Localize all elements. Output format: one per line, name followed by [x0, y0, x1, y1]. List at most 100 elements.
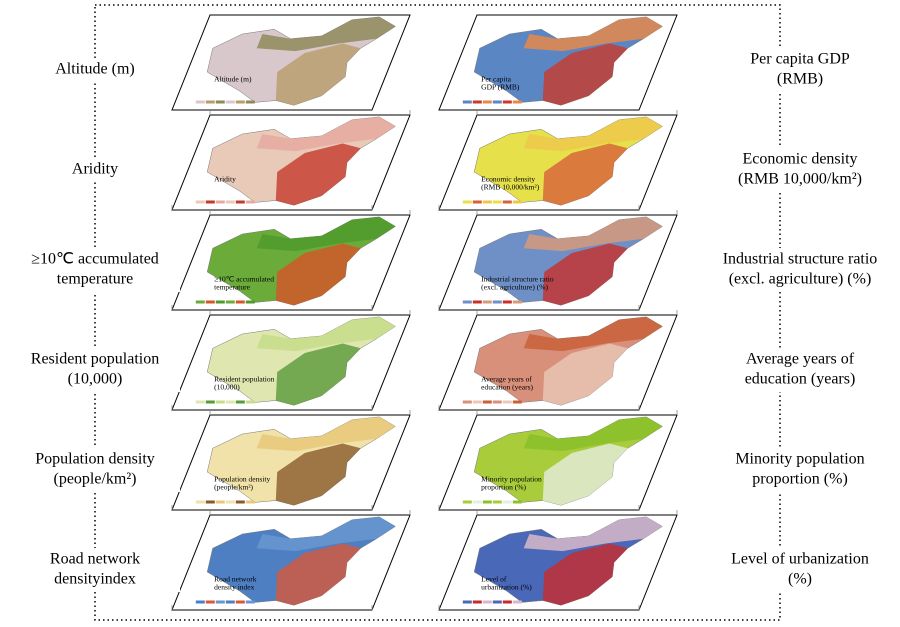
- map-region: [256, 116, 396, 152]
- legend-swatch: [492, 400, 502, 404]
- map-region: [542, 543, 628, 606]
- map-legend-title: ≥10℃ accumulated: [214, 274, 274, 283]
- layer-label: Population density: [35, 451, 155, 468]
- layer-label: Industrial structure ratio: [723, 251, 878, 268]
- legend-swatch: [195, 400, 205, 404]
- map-legend-title: proportion (%): [481, 482, 526, 491]
- legend-swatch: [512, 100, 522, 104]
- map-region: [523, 16, 663, 52]
- legend-swatch: [215, 300, 225, 304]
- label-bg: [10, 448, 180, 492]
- legend-swatch: [235, 400, 245, 404]
- legend-swatch: [235, 600, 245, 604]
- legend-swatch: [225, 300, 235, 304]
- layer-label: education (years): [745, 371, 856, 388]
- layer-label: Aridity: [72, 161, 118, 178]
- legend-swatch: [502, 100, 512, 104]
- layer-label: Minority population: [735, 451, 864, 468]
- legend-swatch: [225, 200, 235, 204]
- legend-swatch: [205, 200, 215, 204]
- legend-swatch: [195, 600, 205, 604]
- legend-swatch: [462, 300, 472, 304]
- map: [190, 217, 399, 305]
- legend-swatch: [512, 600, 522, 604]
- legend-swatch: [205, 100, 215, 104]
- label-bg: [10, 58, 180, 82]
- label-bg: [10, 248, 180, 292]
- legend-swatch: [472, 500, 482, 504]
- legend-swatch: [195, 100, 205, 104]
- legend-swatch: [215, 600, 225, 604]
- map-legend-title: urbanization (%): [481, 582, 532, 591]
- map-legend-title: Economic density: [481, 174, 535, 183]
- map-region: [256, 16, 396, 52]
- layer-label: (people/km²): [54, 471, 137, 488]
- map: [457, 217, 666, 305]
- legend-swatch: [472, 600, 482, 604]
- map-legend-title: Aridity: [214, 174, 236, 183]
- layer-label: Economic density: [742, 151, 857, 168]
- legend-swatch: [502, 200, 512, 204]
- map-region: [275, 243, 361, 306]
- legend-swatch: [215, 400, 225, 404]
- legend-swatch: [462, 500, 472, 504]
- map-region: [275, 543, 361, 606]
- map-region: [256, 316, 396, 352]
- legend-swatch: [472, 300, 482, 304]
- map-region: [542, 443, 628, 506]
- legend-swatch: [225, 500, 235, 504]
- map: [190, 117, 399, 205]
- label-bg: [710, 148, 890, 192]
- legend-swatch: [195, 300, 205, 304]
- legend-swatch: [245, 100, 255, 104]
- legend-swatch: [195, 200, 205, 204]
- legend-swatch: [512, 400, 522, 404]
- map-legend-title: temperature: [214, 282, 250, 291]
- map-legend-title: (excl. agriculture) (%): [481, 282, 548, 291]
- legend-swatch: [502, 600, 512, 604]
- legend-swatch: [235, 300, 245, 304]
- map-legend-title: Average years of: [481, 374, 532, 383]
- map-region: [523, 216, 663, 252]
- label-bg: [710, 348, 890, 392]
- legend-swatch: [512, 500, 522, 504]
- label-bg: [710, 248, 890, 292]
- layer-label: Road network: [50, 551, 140, 568]
- map-region: [275, 143, 361, 206]
- legend-swatch: [235, 100, 245, 104]
- map-region: [275, 443, 361, 506]
- legend-swatch: [482, 400, 492, 404]
- map-region: [542, 143, 628, 206]
- map-legend-title: Road network: [214, 574, 257, 583]
- legend-swatch: [482, 600, 492, 604]
- layer-label: (excl. agriculture) (%): [729, 271, 872, 288]
- legend-swatch: [235, 500, 245, 504]
- legend-swatch: [512, 300, 522, 304]
- legend-swatch: [225, 600, 235, 604]
- legend-swatch: [502, 500, 512, 504]
- legend-swatch: [492, 300, 502, 304]
- legend-swatch: [512, 200, 522, 204]
- layer-label: proportion (%): [752, 471, 848, 488]
- legend-swatch: [462, 400, 472, 404]
- layer-label: ≥10℃ accumulated: [31, 251, 159, 268]
- map-legend-title: education (years): [481, 382, 533, 391]
- legend-swatch: [462, 600, 472, 604]
- legend-swatch: [215, 100, 225, 104]
- map-legend-title: Resident population: [214, 374, 274, 383]
- layer-label: Altitude (m): [55, 61, 135, 78]
- map-region: [523, 316, 663, 352]
- map-legend-title: (RMB 10,000/km²): [481, 182, 540, 191]
- map-region: [542, 43, 628, 106]
- legend-swatch: [492, 500, 502, 504]
- map-legend-title: Per capita: [481, 74, 511, 83]
- legend-swatch: [205, 300, 215, 304]
- legend-swatch: [225, 100, 235, 104]
- label-bg: [710, 48, 890, 92]
- map-legend-title: GDP (RMB): [481, 82, 520, 91]
- map: [190, 317, 399, 405]
- legend-swatch: [482, 500, 492, 504]
- map: [190, 517, 399, 605]
- legend-swatch: [492, 100, 502, 104]
